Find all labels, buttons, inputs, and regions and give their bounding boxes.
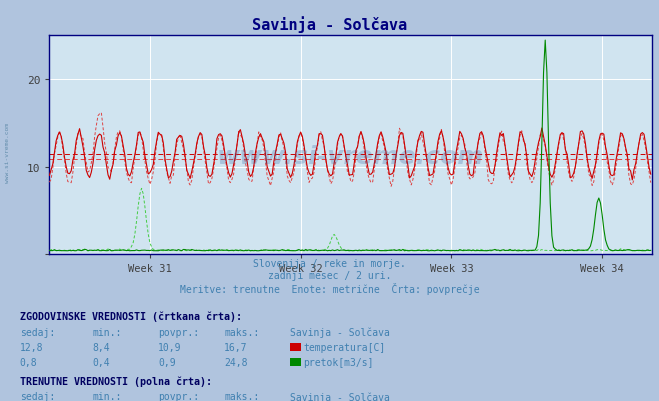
Text: www.si-vreme.com: www.si-vreme.com [217, 144, 484, 168]
Text: Savinja - Solčava: Savinja - Solčava [290, 391, 390, 401]
Text: TRENUTNE VREDNOSTI (polna črta):: TRENUTNE VREDNOSTI (polna črta): [20, 375, 212, 386]
Text: povpr.:: povpr.: [158, 391, 199, 401]
Text: min.:: min.: [92, 391, 122, 401]
Text: min.:: min.: [92, 327, 122, 337]
Text: Savinja - Solčava: Savinja - Solčava [252, 16, 407, 33]
Text: 12,8: 12,8 [20, 342, 43, 352]
Text: temperatura[C]: temperatura[C] [303, 342, 386, 352]
Text: 24,8: 24,8 [224, 357, 248, 367]
Text: maks.:: maks.: [224, 391, 259, 401]
Text: maks.:: maks.: [224, 327, 259, 337]
Text: www.si-vreme.com: www.si-vreme.com [5, 122, 11, 182]
Text: Savinja - Solčava: Savinja - Solčava [290, 327, 390, 337]
Text: Slovenija / reke in morje.: Slovenija / reke in morje. [253, 259, 406, 269]
Text: ZGODOVINSKE VREDNOSTI (črtkana črta):: ZGODOVINSKE VREDNOSTI (črtkana črta): [20, 311, 242, 321]
Text: povpr.:: povpr.: [158, 327, 199, 337]
Text: sedaj:: sedaj: [20, 391, 55, 401]
Text: sedaj:: sedaj: [20, 327, 55, 337]
Text: 0,4: 0,4 [92, 357, 110, 367]
Text: 16,7: 16,7 [224, 342, 248, 352]
Text: 8,4: 8,4 [92, 342, 110, 352]
Text: 10,9: 10,9 [158, 342, 182, 352]
Text: pretok[m3/s]: pretok[m3/s] [303, 357, 374, 367]
Text: 0,8: 0,8 [20, 357, 38, 367]
Text: Meritve: trenutne  Enote: metrične  Črta: povprečje: Meritve: trenutne Enote: metrične Črta: … [180, 283, 479, 295]
Text: zadnji mesec / 2 uri.: zadnji mesec / 2 uri. [268, 271, 391, 281]
Text: 0,9: 0,9 [158, 357, 176, 367]
